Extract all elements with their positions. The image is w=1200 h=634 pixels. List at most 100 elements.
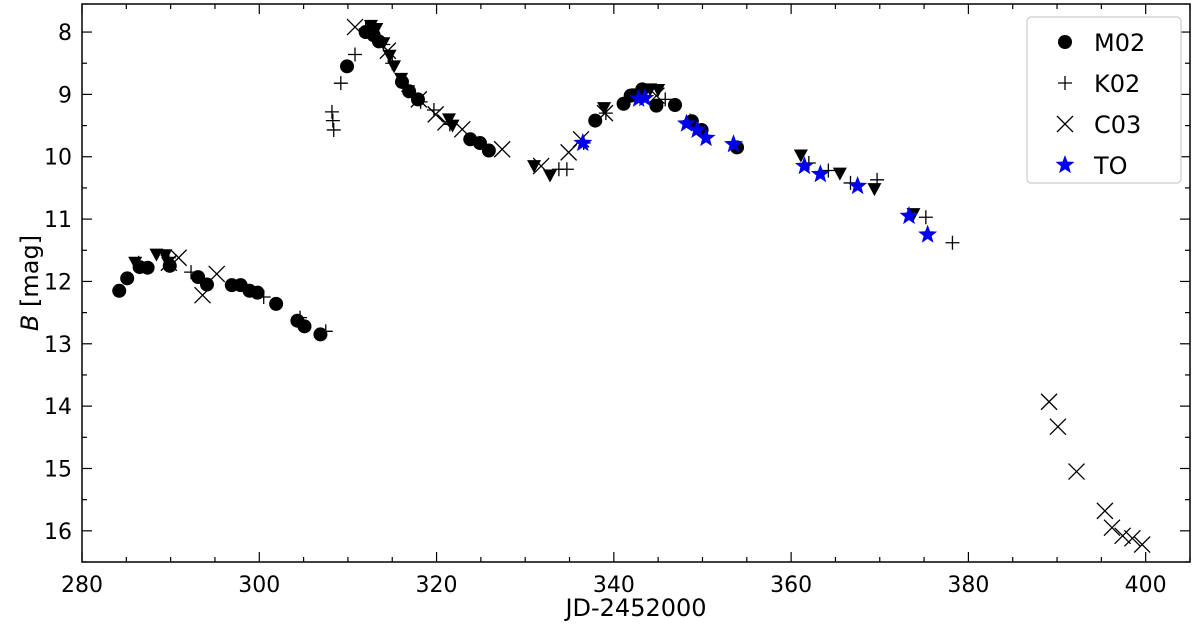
point-to (723, 134, 744, 153)
legend-label-to: TO (1093, 152, 1128, 180)
legend-marker-to (1055, 155, 1075, 174)
point-td (867, 183, 882, 197)
y-axis-label-unit: [mag] (16, 235, 44, 315)
legend-marker-m02 (1058, 35, 1072, 49)
legend-box (1026, 16, 1182, 184)
point-to (810, 164, 830, 183)
point-k02 (326, 122, 341, 137)
y-tick-label: 14 (44, 395, 72, 420)
point-k02 (333, 76, 348, 91)
point-td (158, 249, 173, 263)
point-c03 (170, 249, 188, 267)
point-k02 (184, 265, 199, 280)
point-c03 (410, 90, 428, 108)
point-k02 (325, 113, 340, 128)
legend-label-m02: M02 (1094, 29, 1145, 57)
point-c03 (1096, 502, 1114, 520)
y-axis-label: B [mag] (16, 235, 44, 331)
point-td (382, 49, 397, 63)
point-k02 (821, 163, 836, 178)
point-td (597, 102, 612, 116)
point-k02 (945, 235, 960, 250)
x-tick-label: 300 (238, 573, 280, 598)
point-c03 (1040, 393, 1058, 411)
point-m02 (120, 271, 135, 286)
legend-marker-c03 (1056, 115, 1074, 133)
point-c03 (493, 140, 511, 158)
point-k02 (918, 210, 933, 225)
point-c03 (1133, 536, 1151, 554)
point-td (376, 37, 391, 51)
legend: M02 K02 C03 TO (1026, 16, 1182, 184)
point-td (543, 169, 558, 183)
point-to (687, 119, 707, 139)
point-to (573, 133, 593, 152)
x-axis-label: JD-2452000 (563, 594, 706, 622)
point-c03 (1114, 527, 1132, 545)
point-c03 (427, 105, 445, 123)
point-td (832, 167, 847, 181)
legend-marker-k02 (1058, 76, 1072, 90)
x-tick-label: 320 (416, 573, 458, 598)
point-m02 (340, 59, 355, 74)
point-c03 (1049, 418, 1067, 436)
point-to (677, 113, 697, 132)
point-c03 (1123, 529, 1141, 547)
point-c03 (1103, 519, 1121, 537)
point-to (635, 88, 655, 107)
y-tick-label: 16 (44, 520, 72, 545)
x-tick-label: 340 (593, 573, 635, 598)
data-marks (112, 18, 1151, 554)
y-axis-label-symbol: B (16, 315, 44, 331)
point-m02 (649, 98, 664, 113)
y-tick-label: 10 (44, 146, 72, 171)
point-td (394, 72, 409, 86)
point-td (160, 256, 175, 270)
point-c03 (1068, 463, 1085, 481)
x-tick-label: 400 (1125, 573, 1167, 598)
y-tick-label: 8 (58, 21, 72, 46)
point-m02 (588, 113, 603, 128)
x-tick-label: 280 (61, 573, 103, 598)
point-td (651, 84, 666, 98)
point-td (527, 160, 542, 174)
point-k02 (348, 47, 363, 62)
point-c03 (208, 265, 226, 283)
point-k02 (293, 310, 308, 325)
point-td (401, 85, 416, 99)
plot-frame (81, 3, 1191, 563)
legend-label-c03: C03 (1094, 111, 1141, 139)
axis-ticks: 280 300 320 340 360 380 400 8 9 10 11 12 13 14 15 16 (44, 4, 1191, 598)
point-m02 (140, 260, 155, 275)
point-to (696, 128, 716, 147)
x-tick-label: 380 (947, 573, 989, 598)
point-to (794, 156, 814, 175)
point-td (369, 22, 384, 36)
point-td (128, 256, 143, 270)
point-k02 (324, 104, 339, 119)
point-k02 (426, 102, 441, 117)
point-m02 (481, 143, 496, 158)
x-tick-label: 360 (770, 573, 812, 598)
point-to (629, 88, 649, 107)
point-c03 (346, 18, 364, 36)
y-tick-label: 13 (44, 333, 72, 358)
point-m02 (297, 319, 312, 334)
point-m02 (668, 98, 683, 113)
point-td (445, 119, 460, 133)
point-k02 (318, 324, 333, 339)
y-tick-label: 12 (44, 270, 72, 295)
point-to (918, 224, 938, 243)
legend-label-k02: K02 (1094, 70, 1140, 98)
y-tick-label: 11 (44, 208, 72, 233)
point-m02 (250, 285, 265, 300)
point-to (899, 205, 919, 225)
point-td (387, 60, 402, 74)
point-m02 (112, 283, 127, 298)
point-m02 (269, 296, 284, 311)
point-to (848, 176, 868, 195)
point-k02 (256, 290, 271, 305)
y-tick-label: 15 (44, 457, 72, 482)
point-k02 (559, 162, 574, 177)
